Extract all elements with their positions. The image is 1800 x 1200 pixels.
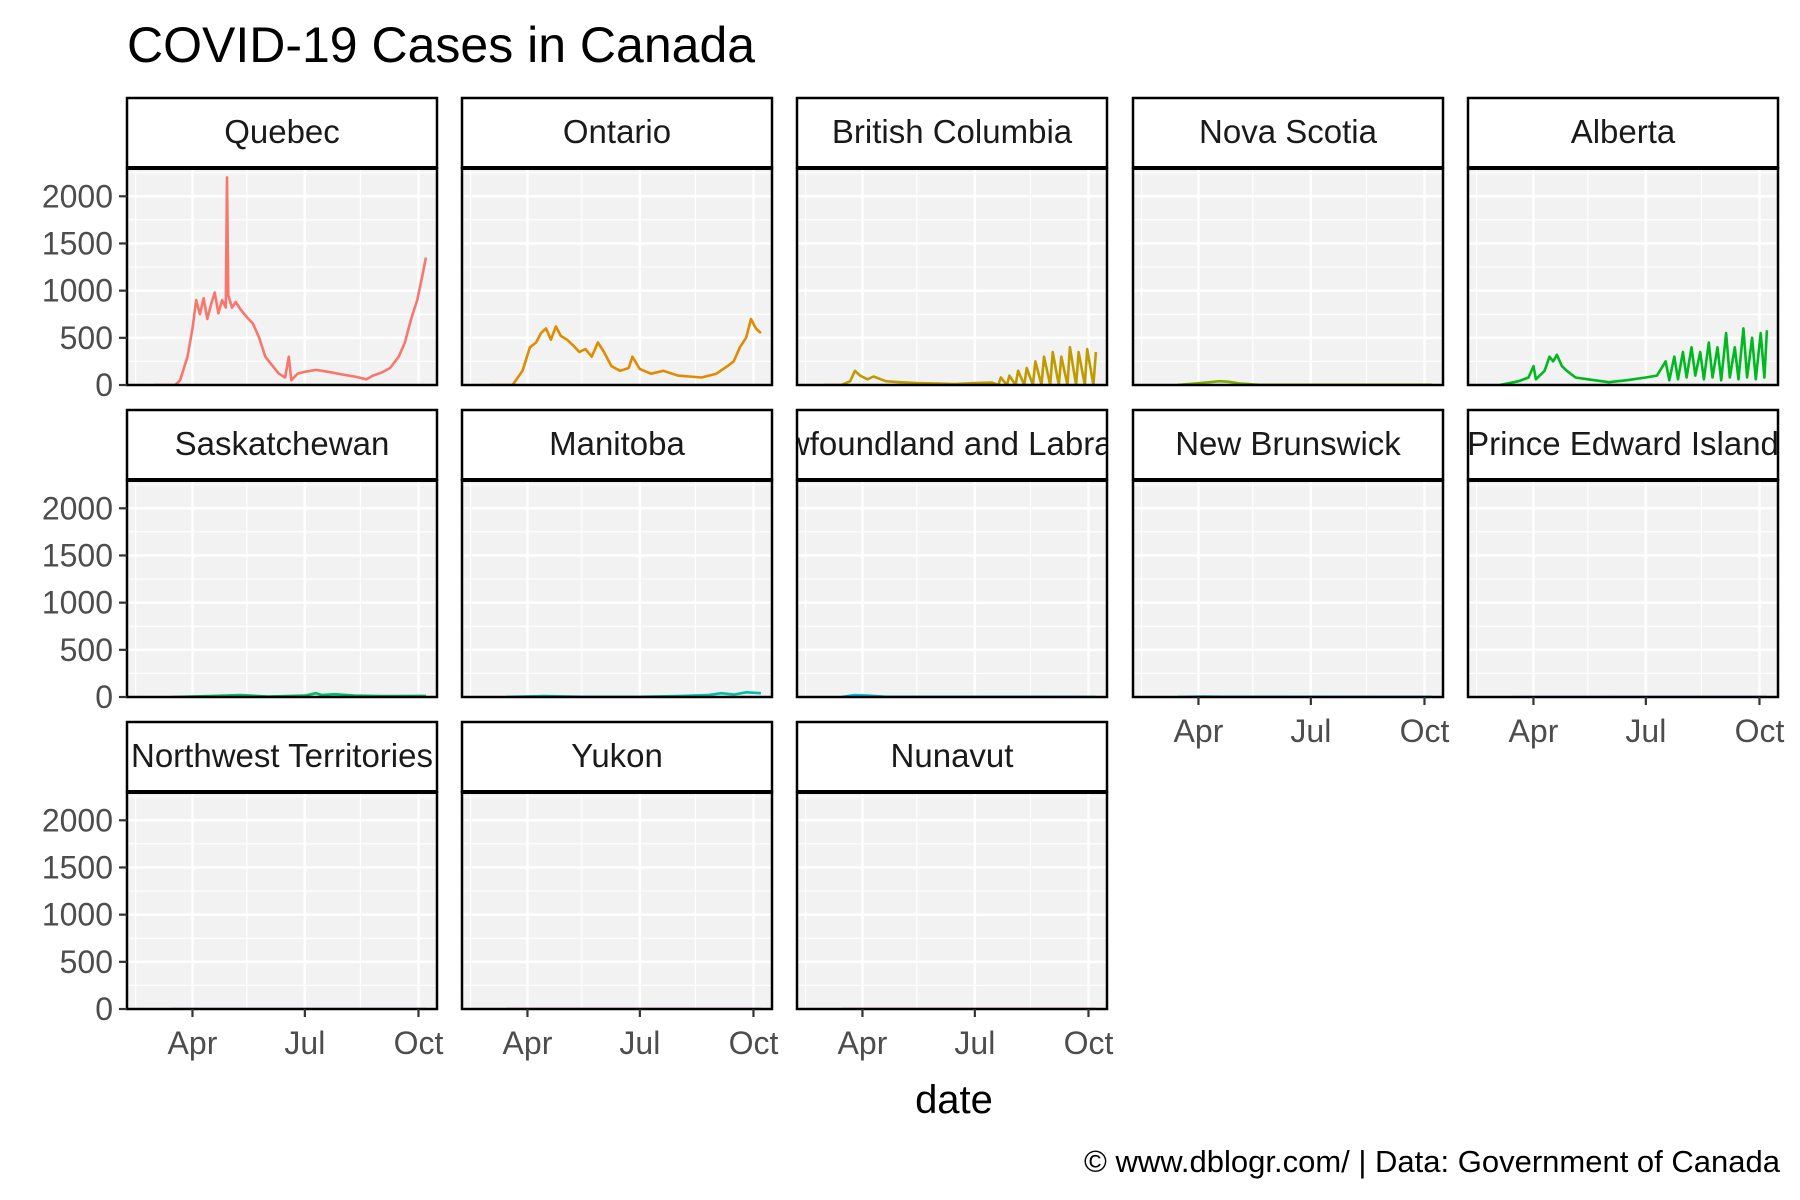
x-tick-label: Oct <box>1735 713 1785 749</box>
facet-panel: Ontario <box>460 96 774 387</box>
x-tick-label: Apr <box>503 1025 553 1061</box>
facet-strip <box>460 720 774 794</box>
x-tick-label: Jul <box>619 1025 660 1061</box>
facet-strip-label: Quebec <box>224 113 340 150</box>
facet-panel: British Columbia <box>795 96 1109 387</box>
y-tick-label: 500 <box>60 320 113 356</box>
chart-caption: © www.dblogr.com/ | Data: Government of … <box>1084 1144 1781 1179</box>
x-tick-label: Apr <box>1509 713 1559 749</box>
facet-panel: New Brunswick Apr Jul Oct <box>1131 408 1450 749</box>
facet-panel: Newfoundland and Labrador <box>744 408 1160 699</box>
facet-strip <box>795 408 1109 482</box>
y-tick-label: 2000 <box>42 802 113 838</box>
facet-panel: Manitoba <box>460 408 774 699</box>
y-tick-label: 500 <box>60 944 113 980</box>
x-axis-title: date <box>915 1078 993 1122</box>
y-tick-label: 1000 <box>42 897 113 933</box>
facet-strip <box>460 96 774 170</box>
panel-background <box>127 480 437 697</box>
series-line <box>489 317 762 385</box>
panel-background <box>797 792 1107 1009</box>
facet-strip-label: Saskatchewan <box>175 425 390 462</box>
x-tick-label: Oct <box>729 1025 779 1061</box>
x-tick-label: Oct <box>1400 713 1450 749</box>
facet-strip-label: Northwest Territories <box>131 737 433 774</box>
x-tick-label: Oct <box>1064 1025 1114 1061</box>
panel-background <box>797 480 1107 697</box>
y-tick-label: 2000 <box>42 178 113 214</box>
y-tick-label: 0 <box>95 367 113 403</box>
series-line <box>154 176 428 385</box>
panel-background <box>462 480 772 697</box>
facet-panel: Northwest Territories 0 500 1000 1500 2000 Apr… <box>42 720 444 1061</box>
facet-strip <box>1131 408 1445 482</box>
panel-background <box>462 168 772 385</box>
facet-strip-label: Nunavut <box>891 737 1014 774</box>
facet-strip-label: British Columbia <box>832 113 1073 150</box>
facet-strip-label: Manitoba <box>549 425 685 462</box>
facet-strip <box>125 408 439 482</box>
y-tick-label: 0 <box>95 991 113 1027</box>
facet-strip <box>125 96 439 170</box>
x-tick-label: Jul <box>954 1025 995 1061</box>
facet-panel: Nunavut Apr Jul Oct <box>795 720 1114 1061</box>
facet-strip <box>1131 96 1445 170</box>
y-tick-label: 0 <box>95 679 113 715</box>
facet-strip-label: Ontario <box>563 113 671 150</box>
panel-background <box>462 792 772 1009</box>
panel-background <box>1133 168 1443 385</box>
y-tick-label: 500 <box>60 632 113 668</box>
facet-panels: Quebec 0 500 1000 1500 2000 Ontario British Col… <box>42 96 1785 1061</box>
facet-panel: Alberta <box>1466 96 1780 387</box>
panel-background <box>127 168 437 385</box>
x-tick-label: Apr <box>168 1025 218 1061</box>
x-tick-label: Oct <box>394 1025 444 1061</box>
y-tick-label: 1500 <box>42 537 113 573</box>
y-tick-label: 1000 <box>42 585 113 621</box>
facet-strip-label: Newfoundland and Labrador <box>744 425 1160 462</box>
y-tick-label: 1500 <box>42 849 113 885</box>
series-line <box>824 345 1098 385</box>
facet-strip-label: Prince Edward Island <box>1467 425 1779 462</box>
x-tick-label: Jul <box>284 1025 325 1061</box>
panel-background <box>1468 480 1778 697</box>
facet-strip-label: New Brunswick <box>1175 425 1401 462</box>
facet-strip-label: Nova Scotia <box>1199 113 1378 150</box>
chart-title: COVID-19 Cases in Canada <box>127 17 755 73</box>
facet-strip-label: Yukon <box>571 737 663 774</box>
facet-panel: Quebec 0 500 1000 1500 2000 <box>42 96 439 403</box>
x-tick-label: Apr <box>1174 713 1224 749</box>
panel-background <box>127 792 437 1009</box>
x-tick-label: Jul <box>1290 713 1331 749</box>
facet-strip <box>795 96 1109 170</box>
x-tick-label: Apr <box>838 1025 888 1061</box>
facet-panel: Saskatchewan 0 500 1000 1500 2000 <box>42 408 439 715</box>
x-tick-label: Jul <box>1625 713 1666 749</box>
facet-panel: Yukon Apr Jul Oct <box>460 720 779 1061</box>
facet-panel: Nova Scotia <box>1131 96 1445 387</box>
facet-strip <box>460 408 774 482</box>
y-tick-label: 2000 <box>42 490 113 526</box>
panel-background <box>1468 168 1778 385</box>
panel-background <box>797 168 1107 385</box>
facet-strip <box>795 720 1109 794</box>
facet-strip-label: Alberta <box>1571 113 1676 150</box>
y-tick-label: 1000 <box>42 273 113 309</box>
y-tick-label: 1500 <box>42 225 113 261</box>
panel-background <box>1133 480 1443 697</box>
facet-strip <box>1466 408 1780 482</box>
series-line <box>1499 327 1769 385</box>
facet-panel: Prince Edward Island Apr Jul Oct <box>1466 408 1785 749</box>
facet-strip <box>125 720 439 794</box>
